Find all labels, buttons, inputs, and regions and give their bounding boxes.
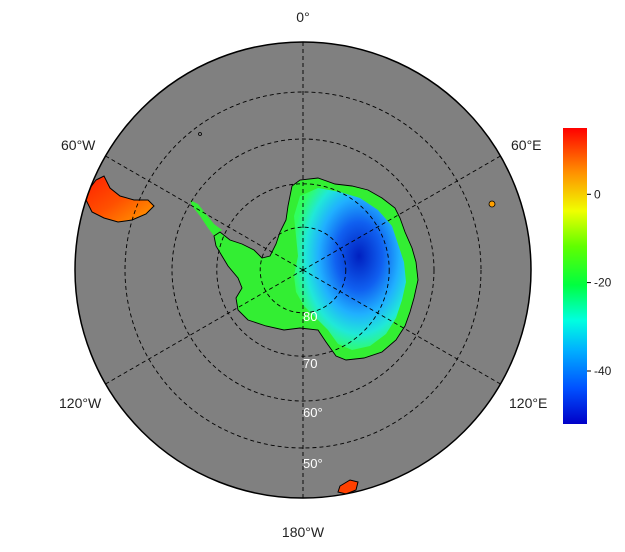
longitude-line--120 [105,269,304,385]
new-zealand-island [337,479,359,495]
colorbar [563,128,587,424]
longitude-lines [105,42,501,498]
lon-label-60w: 60°W [61,137,96,153]
longitude-line-120 [302,269,501,385]
lat-label-60: 60° [303,405,323,420]
colorbar-tick-label: -20 [594,276,612,290]
colorbar-tick-label: -40 [594,364,612,378]
lat-label-50: 50° [303,456,323,471]
antarctica-coastline [213,177,419,361]
island [488,200,496,208]
lon-label-120w: 120°W [59,395,102,411]
latitude-circle-60 [171,138,435,402]
lon-label-180w: 180°W [282,524,325,540]
lon-label-120e: 120°E [509,395,547,411]
lon-label-60e: 60°E [511,137,542,153]
island [198,132,202,136]
colorbar-ticks: 0 -20 -40 [587,187,612,378]
latitude-circle-80 [259,226,347,314]
lat-label-80: 80 [303,309,317,324]
lon-label-0: 0° [296,9,309,25]
latitude-circle-50 [124,91,482,449]
lat-label-70: 70 [303,356,317,371]
east-antarctic-plateau [294,188,406,350]
south-america-tip [85,175,155,223]
longitude-line-60 [302,155,501,271]
longitude-line--60 [105,155,304,271]
colorbar-tick-label: 0 [594,187,601,201]
globe-border [74,41,532,499]
